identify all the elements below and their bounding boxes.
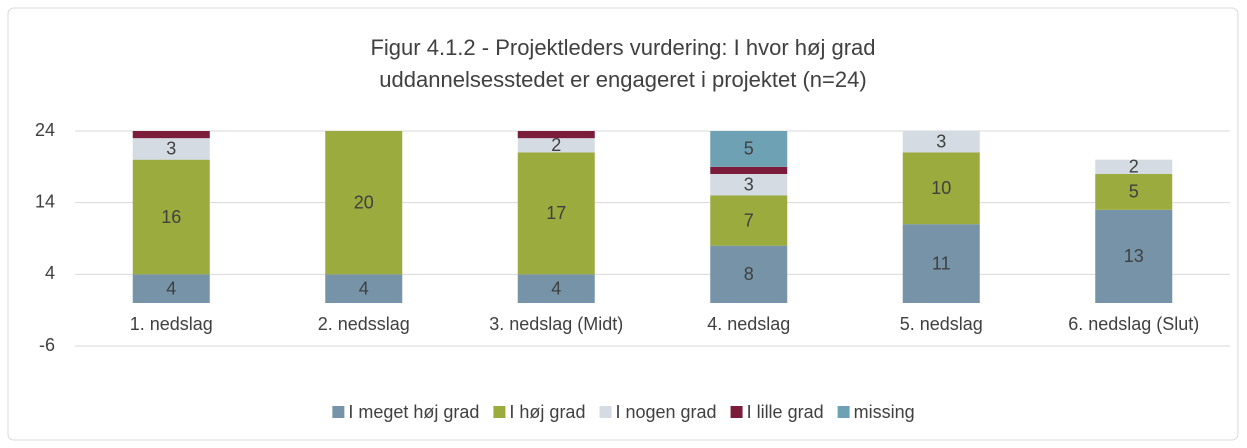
legend-swatch — [837, 406, 850, 418]
bar-segment — [902, 224, 980, 303]
y-tick-label: 4 — [45, 263, 55, 283]
data-label: 5 — [744, 139, 754, 159]
bar-segment — [325, 131, 403, 275]
data-label: 3 — [936, 132, 946, 152]
y-tick-label: -6 — [39, 335, 55, 355]
bar-segment — [710, 245, 788, 303]
legend-label: I lille grad — [747, 402, 824, 422]
legend-label: I høj grad — [509, 402, 585, 422]
legend-label: missing — [854, 402, 915, 422]
data-label: 4 — [551, 278, 561, 298]
x-tick-label: 1. nedslag — [130, 314, 213, 334]
bar-segment — [710, 166, 788, 174]
chart-border — [7, 7, 1239, 441]
data-label: 17 — [546, 203, 566, 223]
bar-segment — [902, 131, 980, 153]
bar-segment — [132, 138, 210, 160]
x-tick-label: 2. nedsslag — [318, 314, 410, 334]
data-label: 8 — [744, 264, 754, 284]
bar-segment — [132, 131, 210, 139]
bar-segment — [1095, 159, 1173, 174]
data-label: 11 — [932, 253, 951, 273]
data-label: 3 — [166, 139, 176, 159]
bar-segment — [132, 159, 210, 275]
legend-label: I meget høj grad — [348, 402, 479, 422]
x-tick-label: 4. nedslag — [707, 314, 790, 334]
legend-swatch — [332, 406, 345, 418]
legend-swatch — [730, 406, 743, 418]
data-label: 2 — [1129, 157, 1139, 177]
chart-title: Figur 4.1.2 - Projektleders vurdering: I… — [370, 35, 876, 92]
x-tick-label: 6. nedslag (Slut) — [1068, 314, 1199, 334]
bar-segment — [517, 131, 595, 139]
data-label: 7 — [744, 210, 754, 230]
bar-segment — [1095, 209, 1173, 303]
data-label: 4 — [166, 278, 176, 298]
legend-swatch — [599, 406, 612, 418]
bar-segment — [517, 138, 595, 153]
legend-swatch — [493, 406, 506, 418]
x-tick-label: 5. nedslag — [900, 314, 983, 334]
y-tick-label: 14 — [35, 191, 55, 211]
data-label: 2 — [551, 135, 561, 155]
bar-segment — [517, 152, 595, 275]
data-label: 3 — [744, 175, 754, 195]
y-tick-label: 24 — [35, 120, 55, 140]
bar-segment — [517, 274, 595, 303]
data-label: 4 — [359, 278, 369, 298]
bar-segment — [325, 274, 403, 303]
legend-label: I nogen grad — [615, 402, 716, 422]
data-label: 5 — [1129, 182, 1139, 202]
bar-segment — [902, 152, 980, 225]
data-label: 13 — [1124, 246, 1144, 266]
bar-segment — [710, 131, 788, 167]
x-tick-label: 3. nedslag (Midt) — [489, 314, 623, 334]
data-label: 10 — [931, 178, 951, 198]
bar-segment — [710, 195, 788, 246]
bar-segment — [1095, 174, 1173, 210]
bar-segment — [132, 274, 210, 303]
data-label: 20 — [354, 192, 374, 212]
data-label: 16 — [161, 207, 181, 227]
bar-segment — [710, 174, 788, 196]
